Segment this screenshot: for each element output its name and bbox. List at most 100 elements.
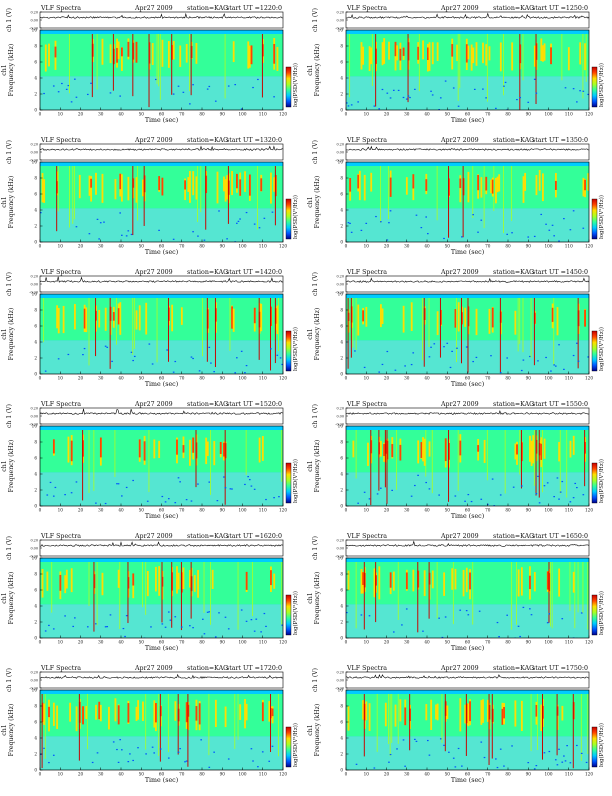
date-label: Apr27 2009 [134,137,173,144]
waveform-tick-label: 0.00 [30,150,38,154]
spectrogram-cell [350,104,353,106]
spectrogram-cell [109,44,112,64]
spectrogram-cell [135,706,138,721]
spectrogram-cell [234,372,237,374]
spectrogram-cell [109,614,112,616]
spectrogram-cell [496,766,499,769]
spectrogram-cell [65,88,68,90]
spectrogram-cell [103,221,105,223]
spectrogram-cell [572,497,575,499]
spectrogram-streak [257,166,258,230]
spectrogram-cell [404,765,406,767]
spectrogram-cell [465,567,468,593]
spectrogram-cell [365,701,368,721]
frequency-tick-label: 2 [34,224,37,229]
time-tick-label: 0 [39,508,42,513]
spectrogram-cell [167,498,170,500]
waveform-axis-label: ch 1 (V) [6,536,13,560]
spectrogram-cell [404,365,406,367]
spectrogram-cell [579,42,582,65]
spectrogram-cell [519,635,521,638]
spectrogram-cell [420,442,423,458]
spectrogram-cell [244,483,246,486]
station-label: station=KAG [493,533,534,540]
spectrogram-cell [184,761,186,763]
spectrogram-streak [533,430,535,486]
spectrogram-streak [93,562,95,632]
spectrogram-cell [189,625,191,627]
spectrogram-cell [227,628,230,630]
spectrogram-image [346,162,589,242]
waveform-trace [345,540,590,547]
spectrogram-cell [551,224,554,226]
time-tick-label: 90 [220,640,226,645]
waveform-trace [39,12,284,19]
spectrogram-cell [270,348,272,350]
spectrogram-cell [234,241,237,242]
frequency-axis-label: Frequency (kHz) [314,572,321,625]
spectrogram-streak [407,34,409,103]
frequency-tick-label: 0 [34,108,37,113]
spectrogram-cell [182,91,185,93]
frequency-tick-label: 6 [34,588,37,593]
spectrogram-cell [529,435,531,462]
time-tick-label: 40 [118,112,124,117]
spectrogram-cell [443,744,445,746]
spectrogram-cell [69,702,71,722]
spectrogram-cell [263,612,266,615]
time-tick-label: 60 [159,640,165,645]
spectrogram-cell [388,41,390,60]
spectrogram-cell [543,485,546,487]
colorbar [591,330,598,372]
spectrogram-cell [540,704,543,732]
waveform-tick-label: -0.20 [335,26,344,30]
spectrogram-cell [483,439,486,463]
spectrogram-streak [91,34,93,98]
spectrogram-cell [546,482,549,484]
time-tick-label: 20 [78,244,84,249]
spectrogram-streak [41,694,43,769]
time-tick-label: 90 [526,772,532,777]
spectrogram-cell [159,748,162,750]
station-label: station=KAG [187,401,228,408]
spectrogram-cell [208,766,211,768]
spectrogram-streak [205,166,207,230]
spectrogram-cell [192,84,194,86]
spectrogram-streak [190,562,192,619]
spectrogram-cell [498,636,500,638]
spectrogram-cell [224,616,227,618]
spectrogram-cell [402,305,405,333]
spectrogram-cell [412,569,415,592]
colorbar-tick-label: - [294,103,296,108]
waveform-frame [345,11,590,29]
spectrogram-cell [214,636,217,638]
spectrogram-cell [529,608,531,610]
spectrogram-cell [563,368,565,370]
frequency-axis-label: Frequency (kHz) [314,704,321,757]
spectrogram-streak [457,430,459,491]
frequency-tick-label: 8 [340,176,343,181]
spectrogram-cell [172,40,175,60]
spectrogram-cell [503,706,505,719]
spectrogram-streak [95,298,97,357]
frequency-tick-label: 2 [340,752,343,757]
spectrogram-cell [52,628,55,630]
time-tick-label: 100 [239,508,247,513]
time-tick-label: 110 [565,640,573,645]
time-tick-label: 110 [565,112,573,117]
spectrogram-cell [46,494,49,496]
spectrogram-cell [258,227,261,229]
frequency-tick-label: 4 [34,76,37,81]
spectrogram-cell [511,232,513,234]
frequency-axis-label: Frequency (kHz) [8,44,15,97]
spectrogram-cell [422,630,424,632]
spectrogram-cell [587,173,589,191]
spectrogram-cell [208,481,211,483]
spectrogram-cell [469,572,471,590]
spectrogram-cell [185,43,188,63]
spectrogram-cell [177,85,180,87]
spectrogram-cell [482,699,484,723]
spectrogram-streak [462,166,464,238]
spectrogram-cell [352,440,355,458]
